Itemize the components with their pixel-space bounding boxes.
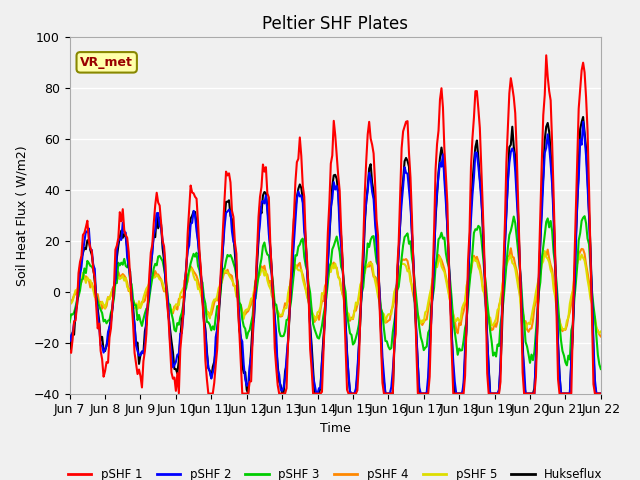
Hukseflux [244,391,252,396]
pSHF 5 [398,261,406,267]
pSHF 4 [368,266,376,272]
pSHF 5 [81,274,88,280]
pSHF 2 [314,391,321,396]
pSHF 5 [164,300,172,306]
pSHF 5 [532,289,540,295]
pSHF 4 [164,301,172,307]
Line: Hukseflux: Hukseflux [70,117,601,394]
pSHF 1 [81,230,88,236]
pSHF 4 [66,296,74,301]
Hukseflux [370,189,378,195]
pSHF 3 [81,265,88,271]
Line: pSHF 3: pSHF 3 [70,216,601,369]
X-axis label: Time: Time [320,422,351,435]
pSHF 1 [387,391,395,396]
pSHF 3 [580,213,588,219]
Hukseflux [81,245,88,251]
Hukseflux [579,114,587,120]
pSHF 3 [597,366,605,372]
pSHF 4 [398,258,406,264]
pSHF 5 [368,261,376,266]
pSHF 2 [387,384,395,390]
pSHF 2 [370,196,378,202]
pSHF 2 [399,184,407,190]
Line: pSHF 4: pSHF 4 [70,248,601,336]
pSHF 5 [386,312,394,317]
pSHF 3 [164,301,172,307]
pSHF 3 [368,234,376,240]
pSHF 2 [164,306,172,312]
Hukseflux [164,313,172,319]
pSHF 4 [597,334,605,339]
pSHF 1 [542,52,550,58]
Hukseflux [534,323,541,329]
pSHF 2 [81,238,88,244]
Hukseflux [387,391,395,396]
pSHF 1 [164,315,172,321]
pSHF 1 [399,129,407,134]
pSHF 2 [66,332,74,338]
Hukseflux [597,391,605,396]
Y-axis label: Soil Heat Flux ( W/m2): Soil Heat Flux ( W/m2) [15,145,28,286]
pSHF 3 [398,255,406,261]
pSHF 1 [370,151,378,156]
pSHF 5 [66,300,74,305]
pSHF 3 [532,329,540,335]
Line: pSHF 2: pSHF 2 [70,122,601,394]
pSHF 1 [534,327,541,333]
Line: pSHF 5: pSHF 5 [70,251,601,334]
pSHF 4 [81,276,88,281]
pSHF 5 [541,248,548,254]
pSHF 1 [66,348,74,354]
pSHF 2 [579,119,587,125]
Line: pSHF 1: pSHF 1 [70,55,601,394]
pSHF 1 [205,391,212,396]
pSHF 4 [507,245,515,251]
pSHF 3 [66,319,74,325]
pSHF 2 [597,391,605,396]
pSHF 5 [595,331,603,336]
Title: Peltier SHF Plates: Peltier SHF Plates [262,15,408,33]
pSHF 1 [597,391,605,396]
Legend: pSHF 1, pSHF 2, pSHF 3, pSHF 4, pSHF 5, Hukseflux: pSHF 1, pSHF 2, pSHF 3, pSHF 4, pSHF 5, … [63,464,607,480]
Text: VR_met: VR_met [80,56,133,69]
Hukseflux [66,348,74,354]
Hukseflux [399,178,407,183]
pSHF 4 [534,290,541,296]
pSHF 2 [534,316,541,322]
pSHF 4 [386,317,394,323]
pSHF 5 [597,329,605,335]
pSHF 3 [386,347,394,352]
